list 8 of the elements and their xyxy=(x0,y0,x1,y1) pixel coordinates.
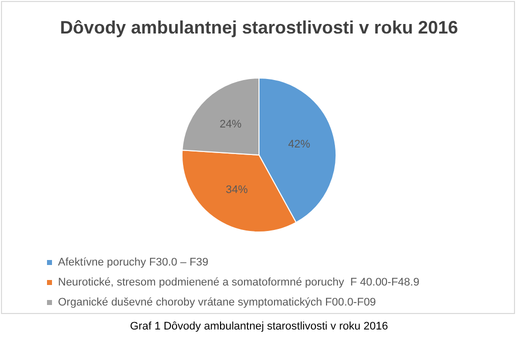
legend-label: Afektívne poruchy F30.0 – F39 xyxy=(58,256,208,268)
legend-label: Organické duševné choroby vrátane symptomatických F00.0-F09 xyxy=(58,296,376,308)
text: Graf 1 Dôvody ambulantnej starostlivosti v roku 2016 xyxy=(130,320,388,332)
chart-title: Dôvody ambulantnej starostlivosti v roku 2016 xyxy=(60,18,458,38)
legend-label: Neurotické, stresom podmienené a somatoformné poruchy F 40.00-F48.9 xyxy=(58,276,420,288)
data-label: 24% xyxy=(220,118,242,131)
data-label: 42% xyxy=(288,138,310,151)
data-label: 34% xyxy=(226,184,248,196)
